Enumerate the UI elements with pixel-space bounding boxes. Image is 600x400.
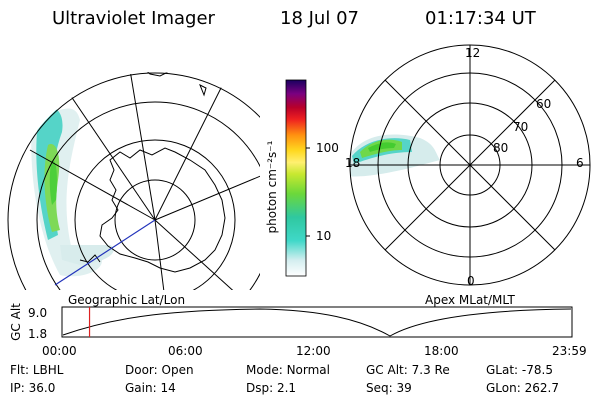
altitude-tick-top: 9.0 — [28, 306, 48, 320]
mlt-label-12: 12 — [465, 46, 481, 60]
aurora-emission-left — [31, 107, 114, 277]
info-gain: Gain: 14 — [125, 381, 176, 395]
time-tick-4: 23:59 — [552, 344, 587, 358]
info-mode: Mode: Normal — [246, 363, 330, 377]
info-glon: GLon: 262.7 — [486, 381, 559, 395]
mlt-label-6: 6 — [576, 156, 584, 170]
colorbar-gradient — [285, 79, 307, 277]
info-seq: Seq: 39 — [366, 381, 412, 395]
colorbar-unit-label: photon cm⁻²s⁻¹ — [265, 140, 279, 234]
apex-caption: Apex MLat/MLT — [425, 293, 515, 307]
altitude-plot — [61, 306, 573, 338]
info-gc-alt: GC Alt: 7.3 Re — [366, 363, 450, 377]
altitude-curve — [62, 308, 572, 337]
colorbar-tick-10: 10 — [316, 229, 332, 243]
altitude-axis-label: GC Alt — [9, 303, 23, 341]
orbit-track — [54, 219, 156, 286]
mlt-label-18: 18 — [345, 156, 361, 170]
colorbar-tick-100: 100 — [316, 141, 339, 155]
info-glat: GLat: -78.5 — [486, 363, 553, 377]
mlt-label-0: 0 — [467, 274, 475, 288]
aurora-emission-right — [350, 134, 440, 177]
date-label: 18 Jul 07 — [280, 8, 359, 29]
time-tick-2: 12:00 — [296, 344, 331, 358]
instrument-title: Ultraviolet Imager — [52, 8, 215, 29]
mlt-grid — [350, 45, 590, 285]
info-flt: Flt: LBHL — [10, 363, 64, 377]
lon-grid — [29, 72, 260, 290]
mlat-label-70: 70 — [513, 120, 529, 134]
coastline — [79, 72, 226, 273]
time-label: 01:17:34 UT — [425, 8, 536, 29]
time-tick-3: 18:00 — [424, 344, 459, 358]
magnetic-polar-map — [349, 44, 591, 286]
lat-grid — [7, 72, 260, 290]
altitude-tick-bottom: 1.8 — [28, 327, 48, 341]
geographic-caption: Geographic Lat/Lon — [68, 293, 186, 307]
info-dsp: Dsp: 2.1 — [246, 381, 297, 395]
time-tick-0: 00:00 — [42, 344, 77, 358]
time-tick-1: 06:00 — [168, 344, 203, 358]
info-ip: IP: 36.0 — [10, 381, 56, 395]
mlat-label-60: 60 — [536, 97, 552, 111]
colorbar — [285, 79, 310, 277]
mlat-label-80: 80 — [493, 141, 509, 155]
geographic-map — [7, 72, 260, 290]
info-door: Door: Open — [125, 363, 194, 377]
